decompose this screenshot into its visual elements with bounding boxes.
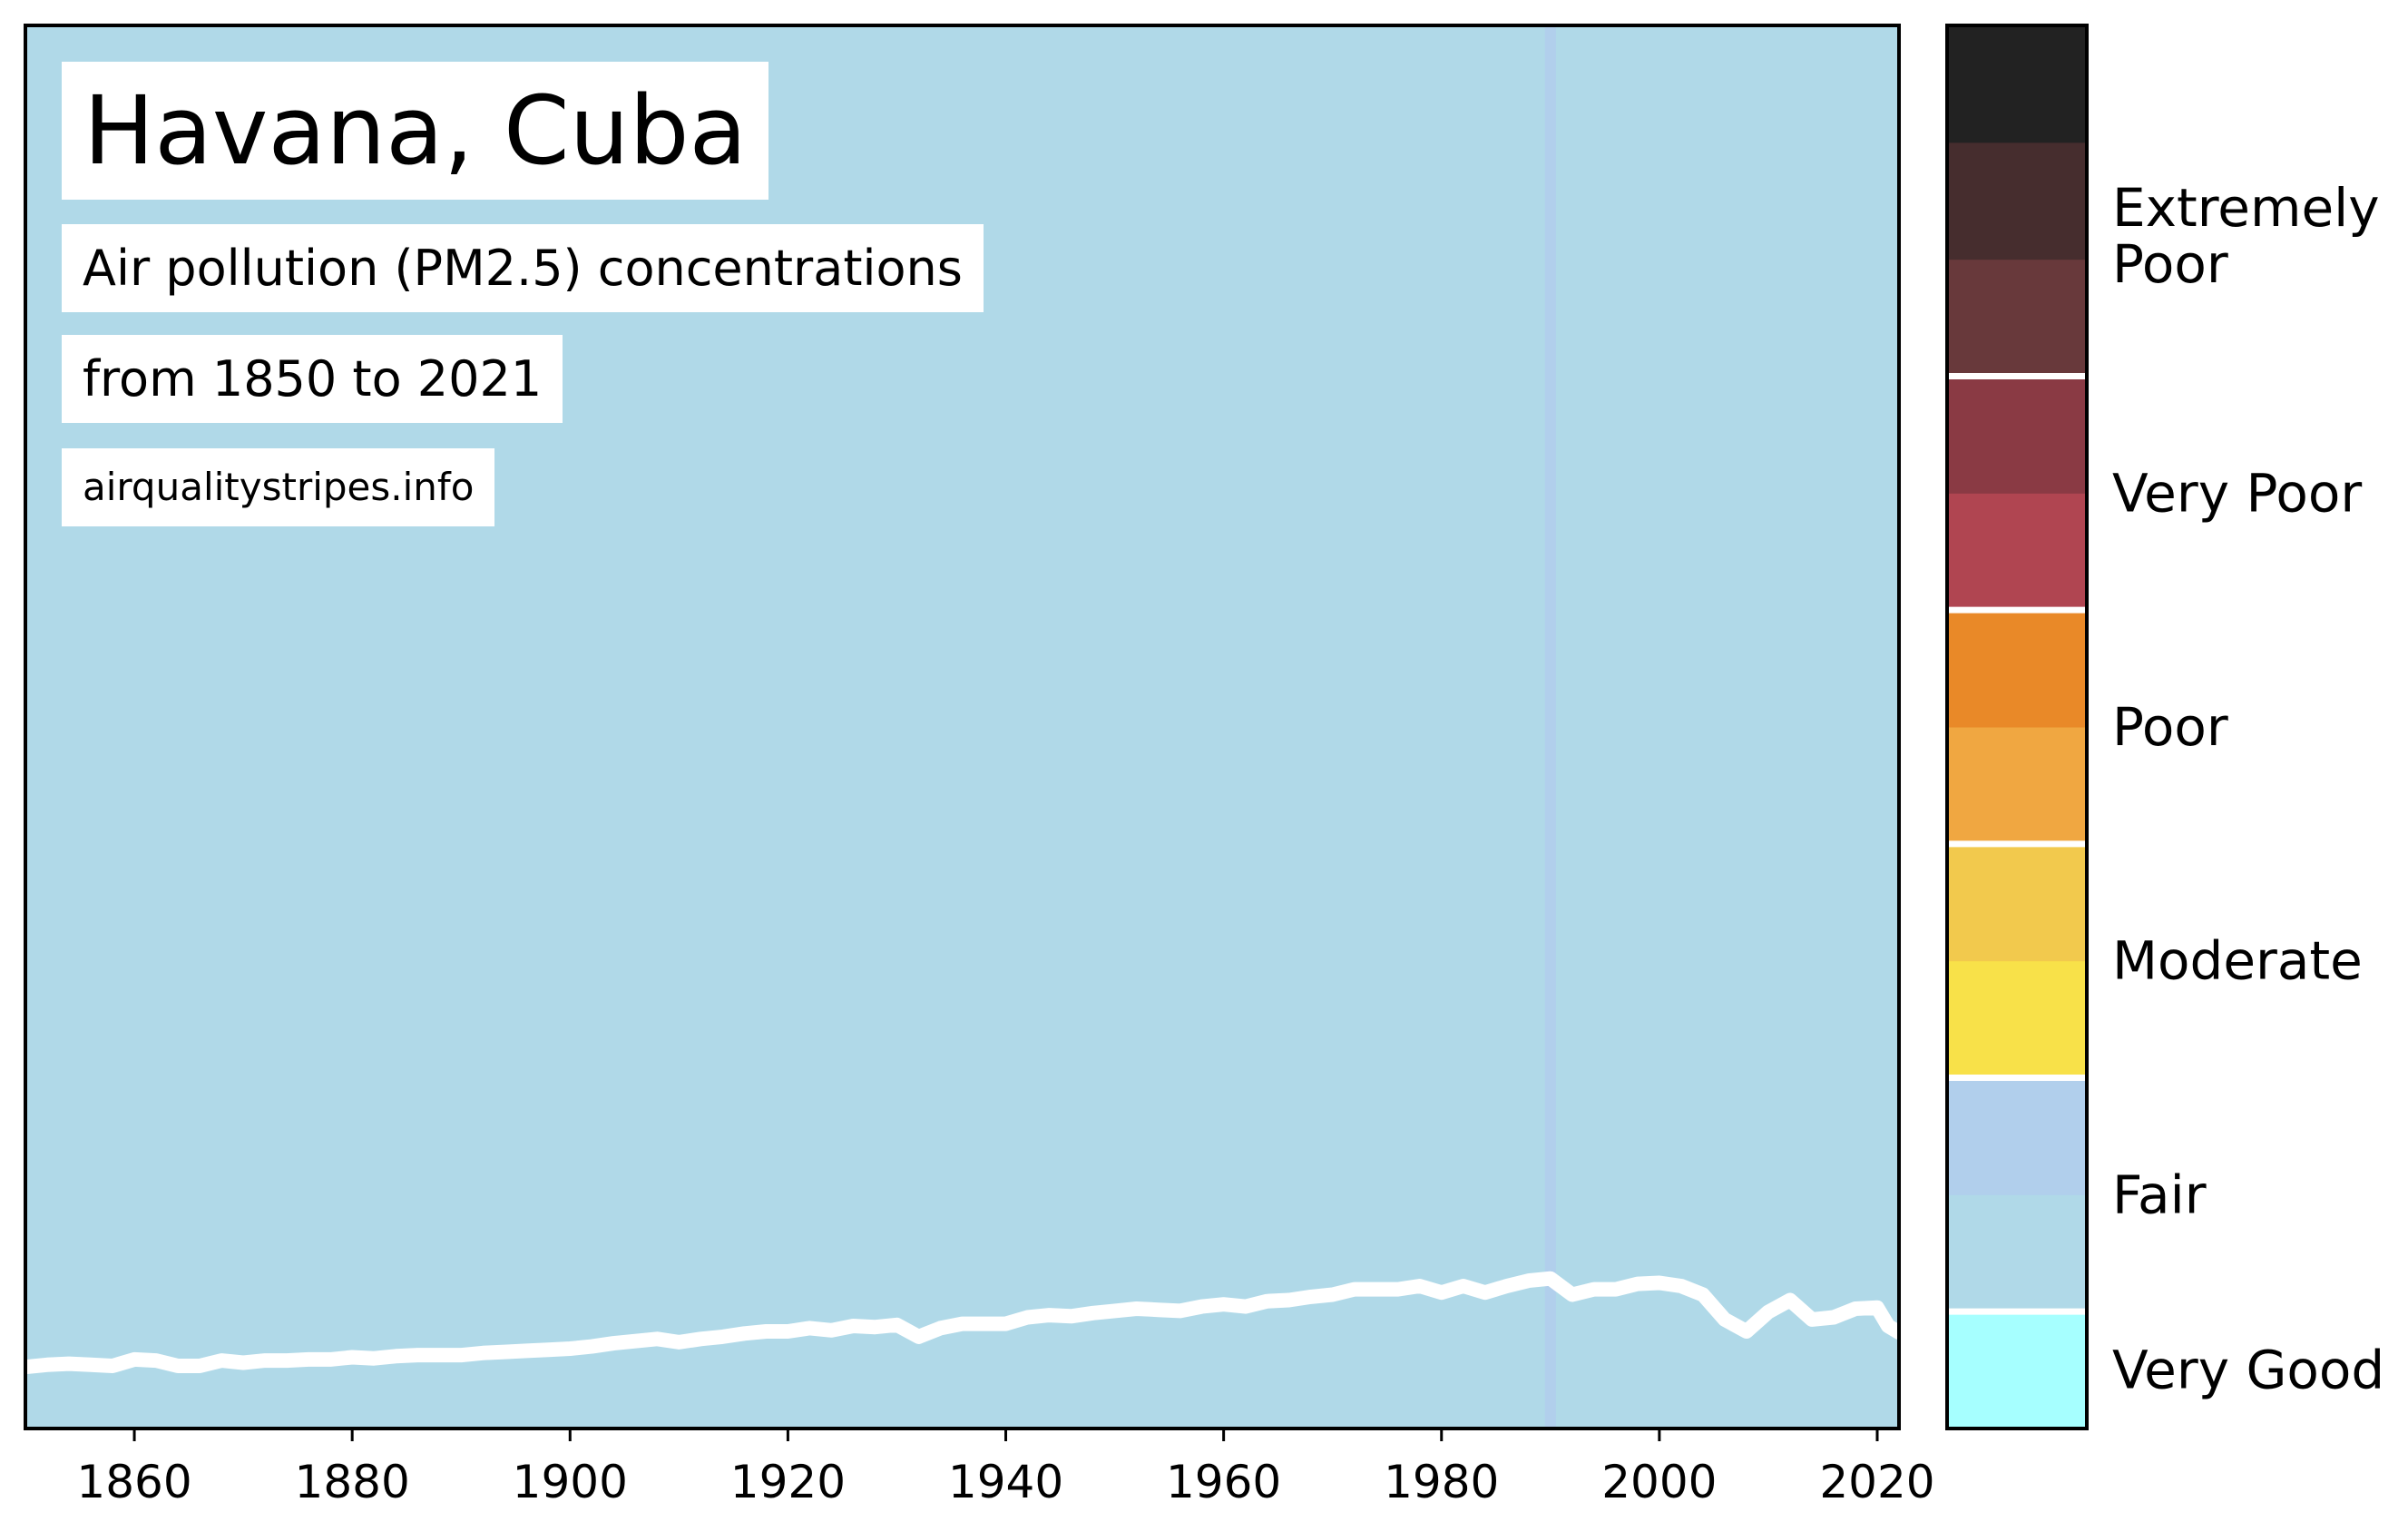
x-tick-label: 2020 <box>1819 1456 1934 1508</box>
year-stripes <box>1544 25 1556 1429</box>
source-label: airqualitystripes.info <box>62 448 495 526</box>
colorbar-segment <box>1947 376 2087 494</box>
colorbar-segment <box>1947 25 2087 143</box>
colorbar-category-label: Very Poor <box>2112 462 2362 524</box>
colorbar-segment <box>1947 142 2087 260</box>
x-tick-label: 1920 <box>730 1456 846 1508</box>
colorbar-segment <box>1947 259 2087 377</box>
colorbar <box>1945 24 2089 1430</box>
x-tick-label: 1880 <box>295 1456 410 1508</box>
colorbar-segment <box>1947 1194 2087 1312</box>
chart-subtitle-line-2: from 1850 to 2021 <box>62 335 563 423</box>
colorbar-category-label: Moderate <box>2112 930 2363 992</box>
x-tick-label: 2000 <box>1601 1456 1717 1508</box>
colorbar-category-label: Poor <box>2112 696 2228 758</box>
colorbar-category-label: Very Good <box>2112 1340 2384 1401</box>
colorbar-segment <box>1947 960 2087 1078</box>
colorbar-segment <box>1947 727 2087 845</box>
year-stripe-1990 <box>1544 25 1556 1429</box>
chart-title: Havana, Cuba <box>62 62 769 200</box>
colorbar-labels: Very Good Fair Moderate Poor Very Poor Extrem… <box>2112 177 2384 1401</box>
x-tick-label: 1900 <box>513 1456 628 1508</box>
x-tick-label: 1860 <box>76 1456 191 1508</box>
x-axis: 1860 1880 1900 1920 1940 1960 1980 2000 2020 <box>76 1429 1935 1508</box>
colorbar-category-label: Extremely Poor <box>2112 177 2380 295</box>
colorbar-segment <box>1947 1311 2087 1429</box>
colorbar-segment <box>1947 493 2087 611</box>
colorbar-frame <box>1945 24 2089 1430</box>
x-tick-label: 1940 <box>948 1456 1063 1508</box>
colorbar-segment <box>1947 610 2087 728</box>
series-line <box>25 1271 1899 1375</box>
colorbar-category-label: Fair <box>2112 1164 2207 1225</box>
x-tick-label: 1980 <box>1384 1456 1499 1508</box>
colorbar-segment <box>1947 843 2087 962</box>
colorbar-segment <box>1947 1077 2087 1195</box>
chart-subtitle-line-1: Air pollution (PM2.5) concentrations <box>62 224 984 312</box>
x-tick-label: 1960 <box>1166 1456 1281 1508</box>
plot-frame <box>24 24 1901 1430</box>
